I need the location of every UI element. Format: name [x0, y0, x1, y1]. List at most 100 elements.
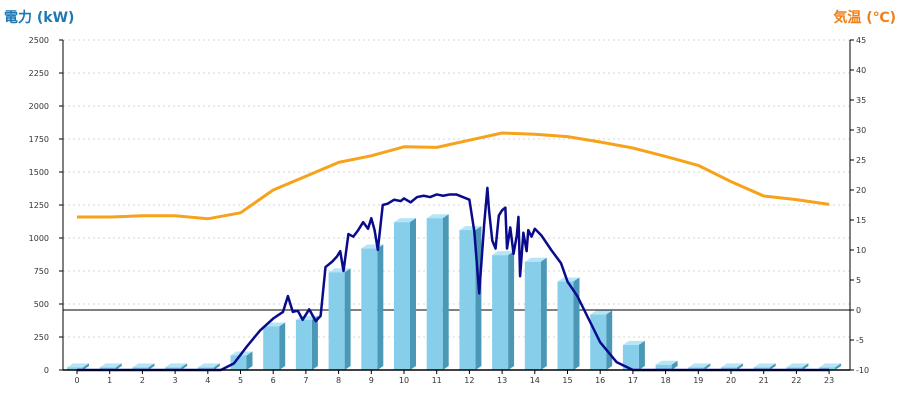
- bar-front-face: [622, 344, 639, 370]
- right-tick-label: 10: [856, 246, 866, 255]
- bar-side-face: [181, 363, 188, 370]
- x-tick-label: 16: [595, 376, 605, 385]
- x-tick-label: 22: [791, 376, 801, 385]
- x-tick-label: 7: [303, 376, 308, 385]
- power-bar: [753, 363, 776, 370]
- x-tick-label: 17: [628, 376, 638, 385]
- power-bar: [721, 363, 743, 370]
- bar-front-face: [197, 367, 214, 370]
- bar-side-face: [115, 363, 122, 370]
- bar-side-face: [769, 363, 776, 370]
- power-bar: [557, 277, 580, 370]
- bar-side-face: [410, 218, 416, 370]
- bar-top-face: [524, 257, 547, 262]
- left-tick-label: 1750: [29, 135, 49, 144]
- bar-side-face: [148, 363, 155, 370]
- power-bar: [295, 315, 318, 370]
- bar-front-face: [655, 364, 672, 370]
- bar-side-face: [344, 268, 351, 370]
- left-tick-label: 250: [34, 333, 49, 342]
- right-tick-label: -5: [856, 336, 864, 345]
- x-tick-label: 1: [107, 376, 112, 385]
- bar-front-face: [99, 367, 116, 370]
- bar-side-face: [377, 244, 384, 370]
- bar-top-face: [688, 363, 711, 368]
- bar-top-face: [655, 360, 678, 365]
- bar-front-face: [67, 367, 83, 370]
- bar-top-face: [99, 363, 122, 368]
- axes: 02505007501000125015001750200022502500-1…: [29, 36, 869, 385]
- x-tick-label: 13: [497, 376, 507, 385]
- power-bar: [132, 363, 155, 370]
- bar-front-face: [753, 367, 770, 370]
- left-tick-label: 750: [34, 267, 49, 276]
- power-bar: [819, 363, 842, 370]
- right-tick-label: 30: [856, 126, 866, 135]
- power-bar: [492, 251, 515, 370]
- bar-side-face: [540, 257, 547, 370]
- power-bar: [165, 363, 188, 370]
- bar-top-face: [426, 214, 449, 219]
- x-tick-label: 3: [173, 376, 178, 385]
- x-tick-label: 2: [140, 376, 145, 385]
- bar-side-face: [802, 363, 809, 370]
- left-tick-label: 2250: [29, 69, 49, 78]
- right-tick-label: -10: [856, 366, 869, 375]
- bar-front-face: [819, 367, 836, 370]
- power-bar: [99, 363, 122, 370]
- right-tick-label: 45: [856, 36, 866, 45]
- x-tick-label: 11: [432, 376, 442, 385]
- left-tick-label: 1500: [29, 168, 49, 177]
- bar-front-face: [295, 319, 312, 370]
- bar-front-face: [230, 355, 247, 370]
- x-tick-label: 20: [726, 376, 736, 385]
- x-tick-label: 21: [759, 376, 769, 385]
- bar-side-face: [279, 322, 286, 370]
- bar-side-face: [83, 363, 89, 370]
- left-tick-label: 2500: [29, 36, 49, 45]
- bar-top-face: [557, 277, 580, 282]
- right-tick-label: 0: [856, 306, 861, 315]
- bar-side-face: [573, 277, 580, 370]
- bar-front-face: [263, 326, 280, 370]
- x-tick-label: 9: [369, 376, 374, 385]
- x-tick-label: 15: [562, 376, 572, 385]
- bar-top-face: [132, 363, 155, 368]
- right-tick-label: 20: [856, 186, 866, 195]
- x-tick-label: 19: [693, 376, 703, 385]
- bar-side-face: [311, 315, 318, 370]
- right-tick-label: 25: [856, 156, 866, 165]
- bar-front-face: [557, 281, 574, 370]
- bar-top-face: [786, 363, 809, 368]
- power-bar: [524, 257, 547, 370]
- power-bar: [655, 360, 678, 370]
- right-tick-label: 40: [856, 66, 866, 75]
- bar-side-face: [442, 214, 449, 370]
- power-bar: [590, 310, 613, 370]
- bar-front-face: [786, 367, 803, 370]
- power-bars: [67, 214, 842, 370]
- bar-front-face: [590, 314, 607, 370]
- bar-top-face: [721, 363, 743, 368]
- power-bar: [328, 268, 351, 370]
- bar-top-face: [67, 363, 89, 368]
- right-tick-label: 15: [856, 216, 866, 225]
- bar-front-face: [426, 218, 443, 370]
- bar-side-face: [213, 363, 220, 370]
- power-bar: [67, 363, 89, 370]
- right-tick-label: 5: [856, 276, 861, 285]
- power-bar: [459, 226, 482, 370]
- power-bar: [426, 214, 449, 370]
- grid: [63, 39, 850, 338]
- bar-side-face: [704, 363, 711, 370]
- x-tick-label: 5: [238, 376, 243, 385]
- left-axis-title: 電力 (kW): [4, 9, 74, 26]
- power-bar: [361, 244, 384, 370]
- bar-top-face: [753, 363, 776, 368]
- bar-front-face: [165, 367, 182, 370]
- left-tick-label: 500: [34, 300, 49, 309]
- bar-side-face: [508, 251, 515, 370]
- x-tick-label: 10: [399, 376, 409, 385]
- bar-front-face: [721, 367, 737, 370]
